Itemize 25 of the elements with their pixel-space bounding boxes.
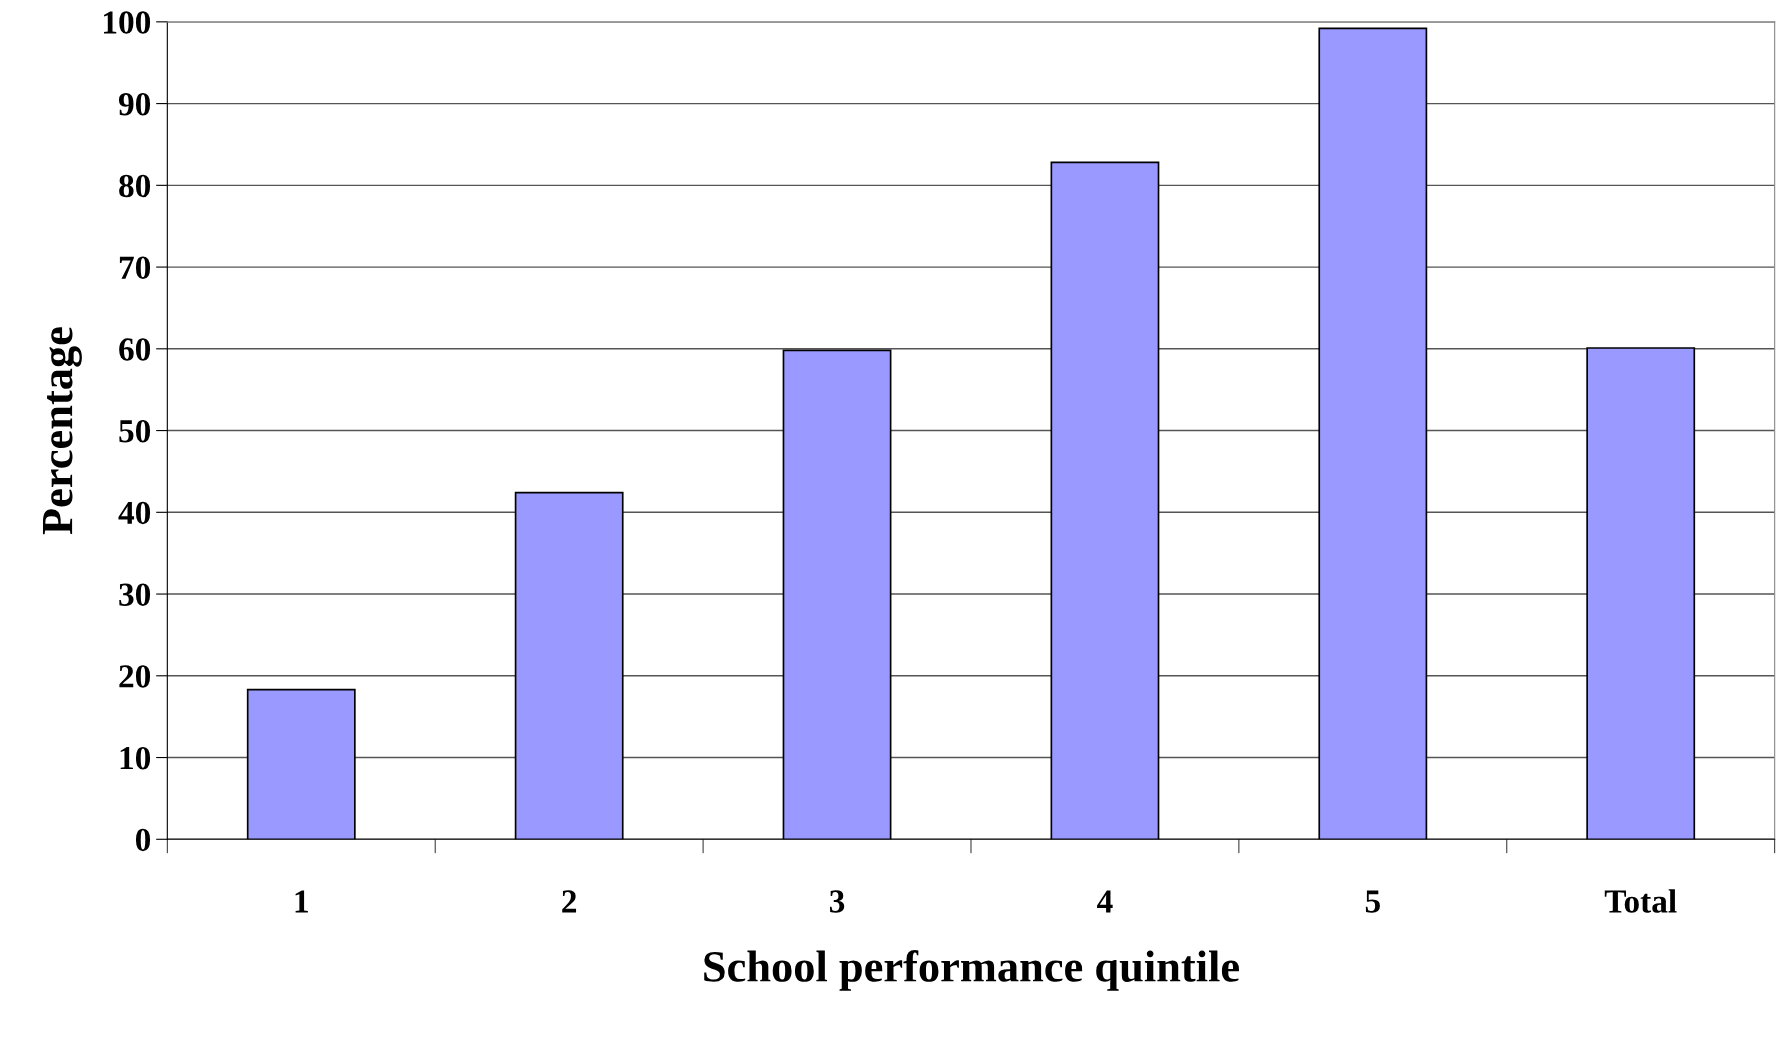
bar bbox=[1586, 347, 1696, 840]
x-tick-label: 3 bbox=[829, 890, 845, 913]
x-tick-label: Total bbox=[1604, 889, 1677, 913]
y-tick-label: 60 bbox=[119, 338, 151, 361]
y-tick-label: 10 bbox=[120, 746, 151, 770]
x-tick-label: 1 bbox=[295, 890, 308, 913]
bar bbox=[782, 349, 892, 840]
y-tick-label: 20 bbox=[119, 665, 151, 688]
x-tick-label: 4 bbox=[1097, 890, 1113, 913]
x-tick-label: 5 bbox=[1365, 890, 1380, 913]
y-tick-label: 0 bbox=[135, 828, 151, 852]
x-tick-label: 2 bbox=[562, 890, 577, 913]
y-tick-label: 70 bbox=[119, 256, 151, 279]
y-tick-label: 80 bbox=[119, 174, 151, 198]
bar bbox=[1050, 161, 1160, 840]
bar bbox=[1318, 27, 1428, 840]
y-tick-label: 30 bbox=[119, 583, 151, 606]
x-axis-title: School performance quintile bbox=[704, 950, 1239, 991]
bar bbox=[246, 688, 356, 840]
y-tick-label: 40 bbox=[118, 501, 151, 525]
y-tick-label: 100 bbox=[104, 11, 151, 34]
y-axis-title: Percentage bbox=[42, 327, 82, 535]
y-tick-label: 50 bbox=[119, 419, 151, 443]
bar bbox=[514, 491, 624, 840]
y-tick-label: 90 bbox=[118, 92, 151, 116]
